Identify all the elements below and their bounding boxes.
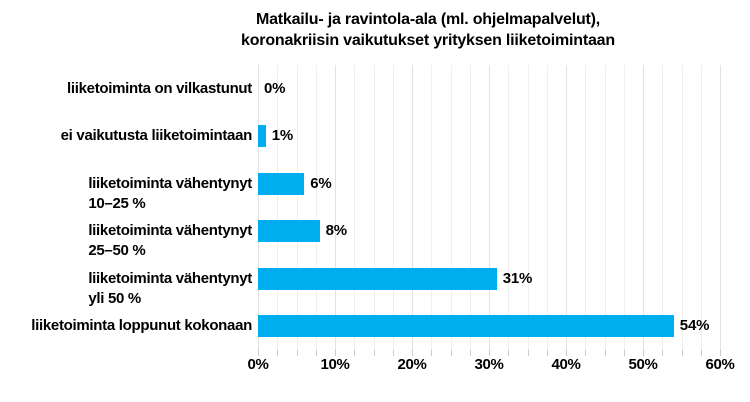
category-label: liiketoiminta vähentynyt 10–25 % <box>88 174 252 212</box>
gridline-minor <box>604 65 606 350</box>
axis-tick <box>469 350 471 356</box>
axis-tick <box>604 350 606 356</box>
category-label: liiketoiminta loppunut kokonaan <box>31 317 252 335</box>
axis-tick <box>508 350 510 356</box>
axis-tick <box>258 350 259 356</box>
gridline-minor <box>450 65 452 350</box>
gridline-minor <box>527 65 529 350</box>
gridline-minor <box>681 65 683 350</box>
gridline-major <box>643 65 644 350</box>
axis-tick <box>373 350 375 356</box>
bar <box>258 315 674 338</box>
gridline-minor <box>354 65 356 350</box>
axis-tick <box>450 350 452 356</box>
bar <box>258 125 266 148</box>
gridline-minor <box>546 65 548 350</box>
gridline-minor <box>373 65 375 350</box>
value-label: 31% <box>502 269 533 287</box>
category-label: liiketoiminta vähentynyt yli 50 % <box>88 269 252 307</box>
x-tick-label: 50% <box>628 356 658 373</box>
axis-tick <box>566 350 567 356</box>
axis-tick <box>354 350 356 356</box>
chart-title: Matkailu- ja ravintola-ala (ml. ohjelmap… <box>241 11 615 49</box>
gridline-minor <box>392 65 394 350</box>
axis-tick <box>623 350 625 356</box>
value-label: 8% <box>325 222 347 240</box>
bar <box>258 267 497 290</box>
axis-tick <box>643 350 644 356</box>
gridline-minor <box>315 65 317 350</box>
x-tick-label: 20% <box>397 356 427 373</box>
gridline-major <box>258 65 259 350</box>
value-label: 0% <box>264 79 286 97</box>
axis-tick <box>700 350 702 356</box>
axis-tick <box>681 350 683 356</box>
axis-tick <box>662 350 664 356</box>
gridline-major <box>412 65 413 350</box>
axis-tick <box>546 350 548 356</box>
value-label: 1% <box>271 127 293 145</box>
gridline-minor <box>508 65 510 350</box>
gridline-minor <box>469 65 471 350</box>
gridline-major <box>489 65 490 350</box>
axis-tick <box>296 350 298 356</box>
category-label: ei vaikutusta liiketoimintaan <box>60 127 253 145</box>
axis-tick <box>720 350 721 356</box>
axis-tick <box>585 350 587 356</box>
x-tick-label: 0% <box>247 356 269 373</box>
x-tick-label: 10% <box>320 356 350 373</box>
gridline-major <box>720 65 721 350</box>
axis-tick <box>335 350 336 356</box>
gridline-minor <box>585 65 587 350</box>
gridline-major <box>335 65 336 350</box>
axis-tick <box>431 350 433 356</box>
axis-tick <box>277 350 279 356</box>
x-tick-label: 60% <box>705 356 735 373</box>
gridline-minor <box>277 65 279 350</box>
axis-tick <box>489 350 490 356</box>
category-label: liiketoiminta vähentynyt 25–50 % <box>88 222 252 260</box>
gridline-minor <box>296 65 298 350</box>
gridline-major <box>566 65 567 350</box>
axis-tick <box>527 350 529 356</box>
axis-tick <box>315 350 317 356</box>
gridline-minor <box>623 65 625 350</box>
value-label: 54% <box>679 317 710 335</box>
gridline-minor <box>700 65 702 350</box>
value-label: 6% <box>310 174 332 192</box>
x-tick-label: 40% <box>551 356 581 373</box>
bar <box>258 172 305 195</box>
bar <box>258 220 320 243</box>
x-tick-label: 30% <box>474 356 504 373</box>
axis-tick <box>412 350 413 356</box>
category-label: liiketoiminta on vilkastunut <box>67 79 252 97</box>
gridline-minor <box>431 65 433 350</box>
gridline-minor <box>662 65 664 350</box>
axis-tick <box>392 350 394 356</box>
